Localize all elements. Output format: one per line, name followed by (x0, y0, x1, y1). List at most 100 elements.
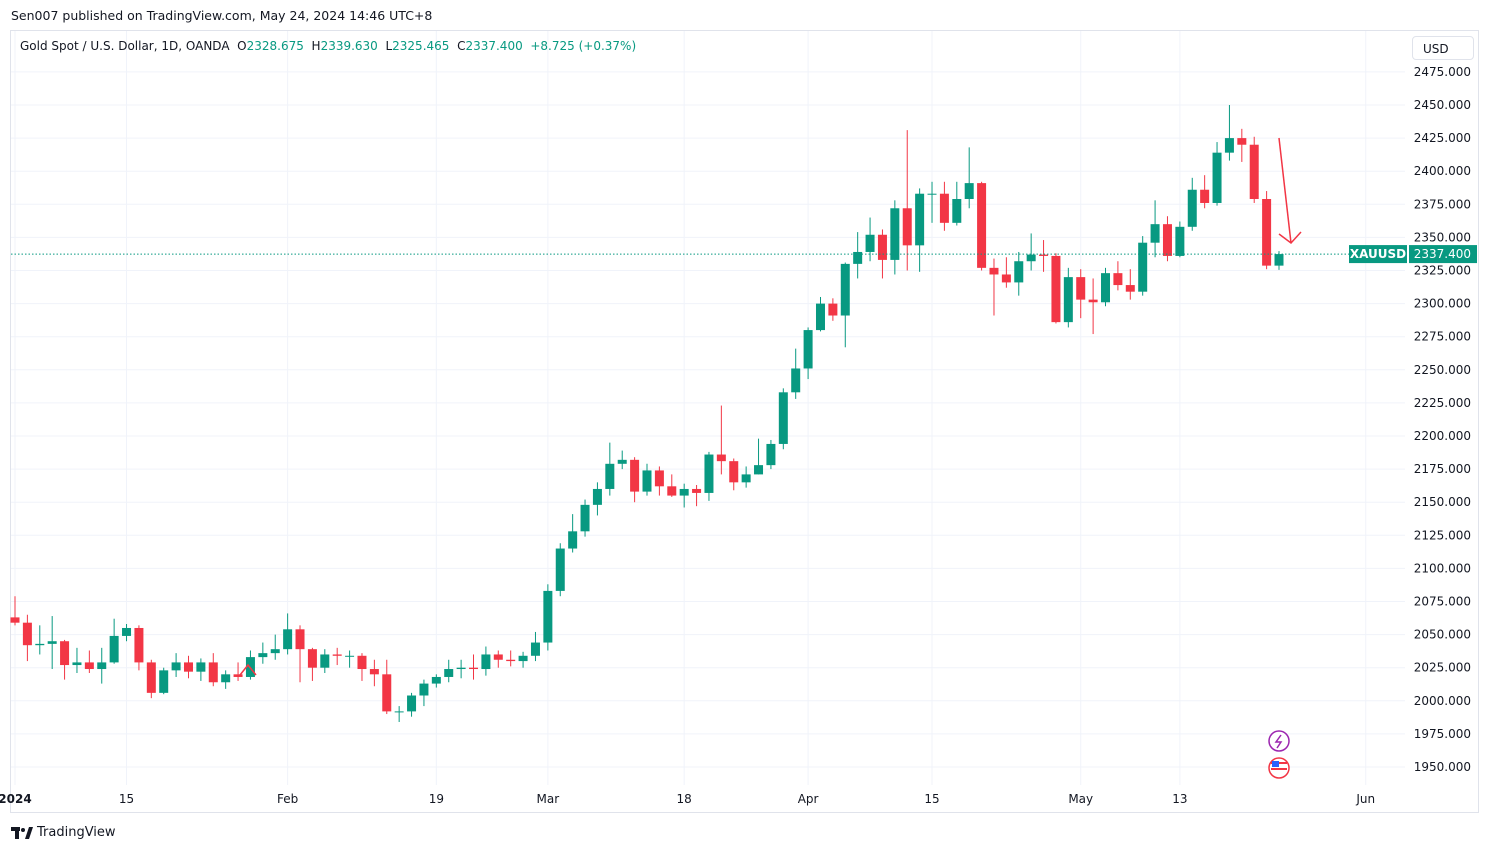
candle-body (877, 234, 887, 260)
candle-body (927, 193, 937, 195)
candle-body (853, 251, 863, 264)
y-tick-label: 2150.000 (1414, 495, 1471, 509)
candle (1262, 191, 1272, 270)
candle (35, 625, 45, 655)
candle (1101, 267, 1111, 307)
candle-body (518, 655, 528, 662)
candle-body (1076, 277, 1086, 300)
candle (1138, 236, 1148, 296)
candle (1014, 251, 1024, 296)
candle-body (22, 622, 32, 646)
candle-body (493, 654, 503, 660)
candle-body (1249, 144, 1259, 200)
price-tag[interactable]: XAUUSD 2337.400 (1349, 245, 1477, 264)
candle (1113, 261, 1123, 291)
y-tick-label: 2175.000 (1414, 462, 1471, 476)
candle (766, 439, 776, 470)
candle-body (865, 234, 875, 252)
candle (605, 442, 615, 496)
chart-frame[interactable] (10, 30, 1479, 813)
candle (592, 482, 602, 516)
candle-body (977, 183, 987, 268)
candle (865, 217, 875, 262)
candle (134, 625, 144, 671)
candle-body (1014, 261, 1024, 283)
candle-body (1162, 224, 1172, 256)
y-tick-label: 2000.000 (1414, 694, 1471, 708)
candle-body (1187, 189, 1197, 227)
candle-body (902, 208, 912, 246)
y-tick-label: 2200.000 (1414, 429, 1471, 443)
x-tick-label: May (1068, 792, 1093, 806)
candle-body (1138, 242, 1148, 292)
candle (1224, 105, 1234, 161)
y-tick-label: 1975.000 (1414, 727, 1471, 741)
candle (1212, 142, 1222, 206)
candle (642, 463, 652, 496)
candle (97, 647, 107, 684)
candle-body (778, 392, 788, 444)
candle (208, 653, 218, 687)
tradingview-logo[interactable]: TradingView (11, 825, 116, 840)
candle-body (444, 669, 454, 677)
candle-body (221, 674, 231, 683)
x-tick-label: Apr (798, 792, 819, 806)
candle (320, 649, 330, 673)
candle-body (729, 461, 739, 483)
open-label: O (237, 39, 247, 53)
us-flag-icon (1272, 761, 1279, 767)
price-tag-value: 2337.400 (1414, 247, 1471, 261)
change-value: +8.725 (+0.37%) (530, 39, 637, 53)
candle-body (1212, 152, 1222, 203)
candle (506, 650, 516, 667)
y-tick-label: 2475.000 (1414, 65, 1471, 79)
candle (1200, 175, 1210, 209)
currency-button[interactable]: USD (1412, 36, 1474, 60)
y-tick-label: 1950.000 (1414, 760, 1471, 774)
candle-body (1200, 189, 1210, 203)
candle (456, 659, 466, 679)
symbol-legend: Gold Spot / U.S. Dollar, 1D, OANDA O2328… (20, 39, 636, 53)
candle (431, 674, 441, 688)
x-tick-label: 15 (924, 792, 939, 806)
candle (716, 405, 726, 475)
symbol-tag-bg (1349, 245, 1407, 264)
y-tick-label: 2375.000 (1414, 197, 1471, 211)
candle (890, 200, 900, 275)
candle-body (332, 654, 342, 656)
candle-body (1125, 285, 1135, 292)
candle (122, 624, 132, 642)
candle-body (283, 629, 293, 650)
y-tick-label: 2350.000 (1414, 230, 1471, 244)
candle-body (630, 459, 640, 492)
candle-body (952, 199, 962, 223)
candle (741, 466, 751, 488)
candle-body (543, 590, 553, 643)
candle (1026, 233, 1036, 271)
candle-body (295, 629, 305, 650)
x-tick-label: 18 (677, 792, 692, 806)
candle-body (1150, 224, 1160, 243)
candle-body (692, 488, 702, 493)
candle (952, 181, 962, 226)
candle-body (456, 667, 466, 670)
candle (939, 181, 949, 231)
candle (258, 642, 268, 664)
candle (729, 458, 739, 491)
candle (295, 625, 305, 683)
y-tick-label: 2250.000 (1414, 363, 1471, 377)
candle-body (183, 662, 193, 672)
candle (518, 651, 528, 668)
candle-body (307, 649, 317, 668)
candle-body (506, 659, 516, 662)
candle-body (419, 683, 429, 696)
candle (22, 614, 32, 662)
candle (543, 584, 553, 651)
candle-body (1113, 273, 1123, 286)
candle-body (97, 662, 107, 670)
lightning-icon (1268, 730, 1290, 752)
candle (1063, 267, 1073, 328)
low-value: 2325.465 (392, 39, 450, 53)
